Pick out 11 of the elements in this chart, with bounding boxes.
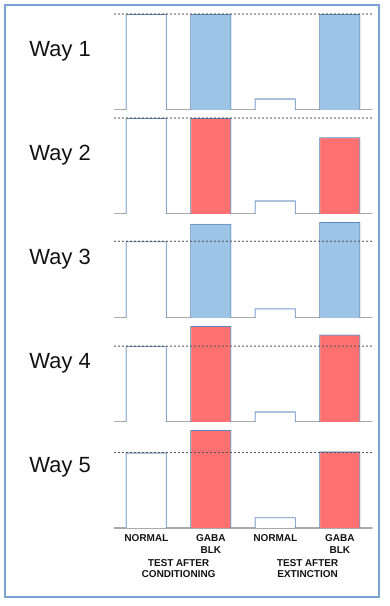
- text: Way 3: [28, 243, 92, 270]
- x-tick-label: NORMAL: [124, 532, 168, 544]
- text: Way 2: [28, 139, 92, 166]
- x-tick-label: GABA BLK: [325, 532, 354, 556]
- x-tick-label: GABA BLK: [196, 532, 226, 556]
- text: Way 4: [28, 347, 92, 374]
- text: Way 5: [28, 451, 92, 478]
- text: TEST AFTER EXTINCTION: [276, 558, 339, 580]
- x-tick-label: NORMAL: [253, 532, 298, 544]
- text: TEST AFTER CONDITIONING: [142, 558, 216, 580]
- text: Way 1: [28, 35, 92, 62]
